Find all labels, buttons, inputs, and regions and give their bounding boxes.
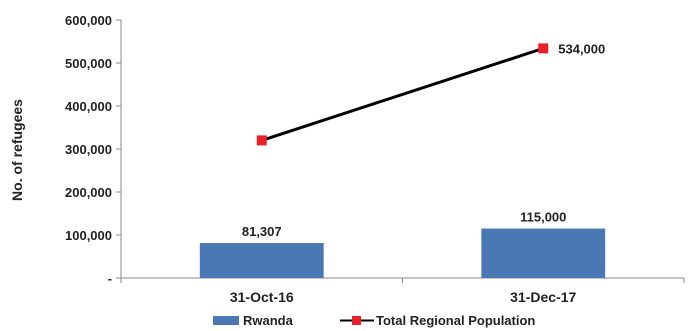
y-tick-label: 400,000 xyxy=(65,99,112,114)
y-tick-label: - xyxy=(108,271,112,286)
y-axis: - 100,000 200,000 300,000 400,000 500,000 600,… xyxy=(65,13,122,286)
legend-swatch-marker xyxy=(352,316,361,325)
line-data-label: 534,000 xyxy=(558,41,605,56)
legend-label-rwanda: Rwanda xyxy=(243,313,294,328)
series-line xyxy=(261,46,544,142)
y-axis-label: No. of refugees xyxy=(9,99,25,201)
y-tick-label: 300,000 xyxy=(65,142,112,157)
x-tick-label: 31-Dec-17 xyxy=(510,289,576,305)
bar xyxy=(199,243,324,278)
y-tick-label: 100,000 xyxy=(65,228,112,243)
line-marker xyxy=(256,135,267,146)
bar-data-label: 115,000 xyxy=(520,210,566,225)
bar-data-label: 81,307 xyxy=(242,224,282,239)
legend-label-total-regional-population: Total Regional Population xyxy=(376,313,535,328)
bar-series xyxy=(199,228,606,278)
y-tick-label: 500,000 xyxy=(65,56,112,71)
x-tick-label: 31-Oct-16 xyxy=(230,289,294,305)
y-tick-label: 200,000 xyxy=(65,185,112,200)
bar xyxy=(481,228,606,278)
y-tick-label: 600,000 xyxy=(65,13,112,28)
line-series xyxy=(256,43,549,146)
legend: Rwanda Total Regional Population xyxy=(213,313,535,328)
legend-swatch-rwanda xyxy=(213,316,239,325)
x-axis: 31-Oct-16 31-Dec-17 xyxy=(120,277,685,305)
line-marker xyxy=(538,43,549,54)
data-labels: 81,307 115,000 534,000 xyxy=(242,41,605,239)
